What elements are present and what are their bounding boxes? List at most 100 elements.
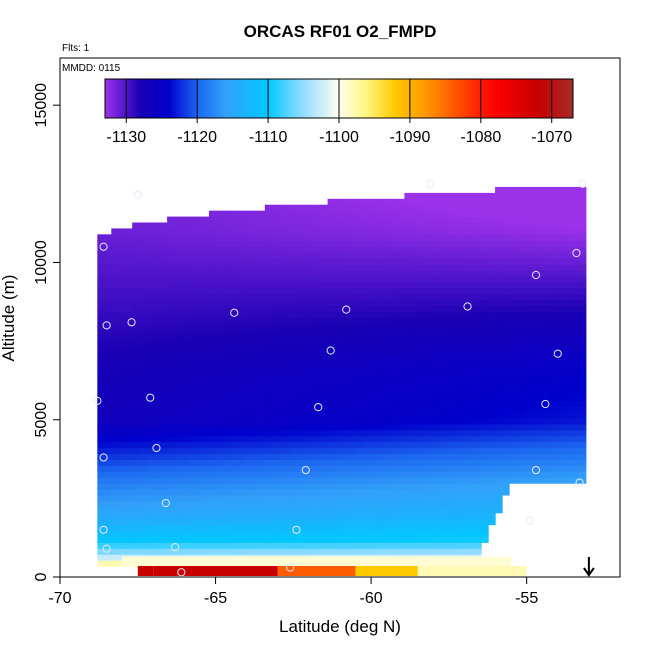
heatmap-cell <box>481 417 489 425</box>
heatmap-cell <box>264 311 273 318</box>
heatmap-cell <box>118 269 126 277</box>
heatmap-cell <box>390 329 398 336</box>
heatmap-cell <box>439 275 447 283</box>
heatmap-cell <box>264 406 273 413</box>
heatmap-cell <box>355 317 364 324</box>
observation-point <box>171 543 180 552</box>
heatmap-cell <box>495 364 503 372</box>
heatmap-cell <box>453 500 461 508</box>
heatmap-cell <box>146 459 154 466</box>
heatmap-cell <box>139 370 147 378</box>
heatmap-cell <box>195 518 203 526</box>
heatmap-cell <box>369 400 378 407</box>
heatmap-cell <box>418 204 426 212</box>
heatmap-cell <box>432 370 440 378</box>
heatmap-cell <box>271 542 280 549</box>
heatmap-cell <box>383 548 391 555</box>
heatmap-cell <box>97 346 105 354</box>
heatmap-cell <box>278 370 287 378</box>
heatmap-cell <box>550 204 559 212</box>
heatmap-cell <box>432 293 440 301</box>
heatmap-cell <box>362 299 371 307</box>
heatmap-cell <box>341 412 350 419</box>
heatmap-cell <box>104 317 112 324</box>
heatmap-cell <box>446 376 454 383</box>
heatmap-cell <box>404 358 412 366</box>
heatmap-cell <box>111 400 119 407</box>
heatmap-cell <box>481 210 489 218</box>
heatmap-cell <box>362 370 371 378</box>
heatmap-cell <box>481 234 489 241</box>
heatmap-cell <box>474 542 482 549</box>
heatmap-cell <box>418 293 426 301</box>
heatmap-cell <box>215 376 224 383</box>
heatmap-cell <box>285 423 294 431</box>
heatmap-cell <box>195 435 203 443</box>
heatmap-cell <box>278 447 287 455</box>
heatmap-cell <box>167 222 175 230</box>
heatmap-cell <box>118 459 126 466</box>
heatmap-cell <box>132 281 140 289</box>
heatmap-cell <box>418 228 426 235</box>
heatmap-cell <box>383 441 391 449</box>
heatmap-cell <box>125 299 133 307</box>
heatmap-cell <box>536 258 545 265</box>
heatmap-cell <box>243 281 252 289</box>
heatmap-cell <box>160 388 168 395</box>
heatmap-cell <box>285 447 294 455</box>
heatmap-cell <box>522 412 531 419</box>
heatmap-cell <box>181 252 189 259</box>
heatmap-cell <box>578 305 587 312</box>
heatmap-cell <box>320 246 329 253</box>
heatmap-cell <box>222 281 231 289</box>
heatmap-cell <box>257 536 266 543</box>
heatmap-cell <box>488 210 496 218</box>
heatmap-cell <box>341 246 350 253</box>
heatmap-cell <box>481 388 489 395</box>
heatmap-cell <box>390 240 398 247</box>
heatmap-cell <box>146 222 154 230</box>
heatmap-cell <box>215 358 224 366</box>
heatmap-cell <box>571 453 580 460</box>
heatmap-cell <box>348 465 357 472</box>
heatmap-cell <box>264 453 273 460</box>
heatmap-cell <box>460 459 468 466</box>
heatmap-cell <box>571 293 580 301</box>
heatmap-cell <box>153 536 161 543</box>
heatmap-cell <box>139 376 147 383</box>
heatmap-cell <box>390 536 398 543</box>
heatmap-cell <box>481 435 489 443</box>
heatmap-cell <box>411 222 419 230</box>
heatmap-cell <box>536 305 545 312</box>
heatmap-cell <box>236 340 245 348</box>
heatmap-cell <box>327 311 336 318</box>
heatmap-cell <box>299 453 308 460</box>
heatmap-cell <box>474 258 482 265</box>
heatmap-cell <box>467 518 475 526</box>
heatmap-cell <box>195 340 203 348</box>
heatmap-cell <box>195 441 203 449</box>
heatmap-cell <box>195 465 203 472</box>
heatmap-cell <box>390 500 398 508</box>
heatmap-cell <box>404 364 412 372</box>
heatmap-cell <box>439 281 447 289</box>
heatmap-cell <box>181 417 189 425</box>
heatmap-cell <box>125 394 133 401</box>
heatmap-cell <box>250 542 259 549</box>
heatmap-cell <box>236 406 245 413</box>
heatmap-cell <box>334 518 343 526</box>
heatmap-cell <box>174 447 182 455</box>
heatmap-cell <box>202 494 210 502</box>
heatmap-cell <box>299 477 308 484</box>
heatmap-cell <box>195 447 203 455</box>
heatmap-cell <box>467 423 475 431</box>
heatmap-cell <box>125 406 133 413</box>
heatmap-cell <box>411 536 419 543</box>
heatmap-cell <box>118 554 126 561</box>
heatmap-cell <box>341 340 350 348</box>
heatmap-cell <box>334 394 343 401</box>
heatmap-cell <box>341 293 350 301</box>
heatmap-cell <box>369 317 378 324</box>
heatmap-cell <box>571 222 580 230</box>
heatmap-cell <box>181 234 189 241</box>
